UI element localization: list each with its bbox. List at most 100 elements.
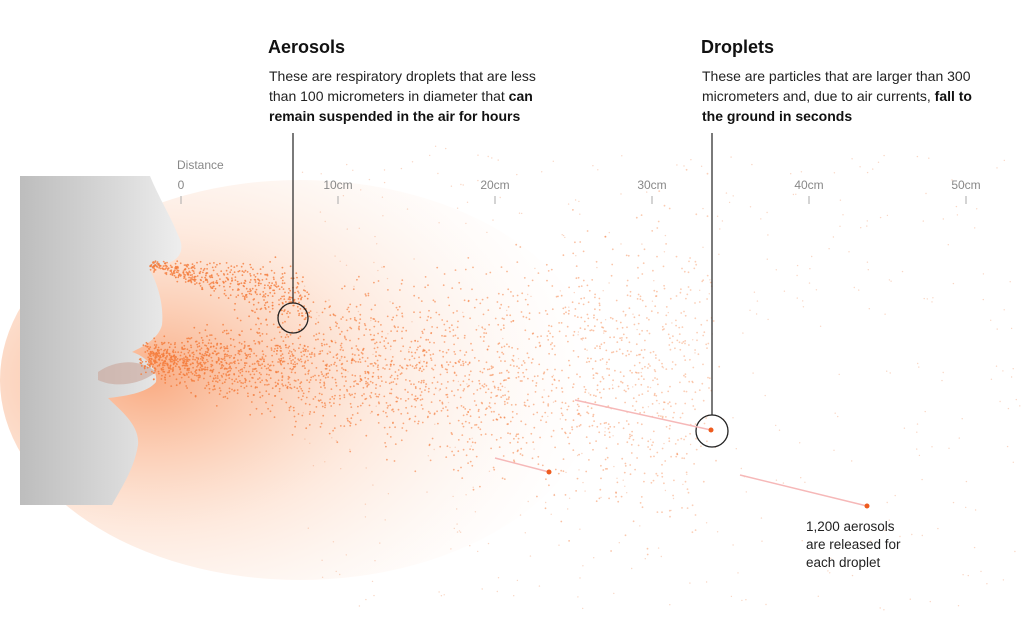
aerosol — [349, 317, 352, 320]
aerosol — [608, 431, 611, 434]
aerosol — [367, 365, 369, 367]
aerosol — [427, 455, 429, 457]
aerosol — [414, 406, 417, 408]
aerosol — [281, 279, 284, 282]
aerosol — [371, 580, 374, 583]
aerosol — [474, 441, 477, 444]
aerosol — [654, 354, 657, 356]
aerosol — [524, 532, 526, 534]
aerosol — [683, 374, 685, 377]
aerosol — [274, 344, 277, 347]
aerosol — [409, 417, 411, 420]
aerosol — [230, 269, 233, 271]
aerosol — [210, 363, 213, 366]
aerosol — [591, 279, 594, 281]
aerosol — [233, 356, 236, 359]
aerosol — [271, 387, 274, 390]
aerosol — [380, 375, 383, 378]
aerosol — [629, 433, 631, 436]
aerosol — [749, 206, 752, 208]
aerosol — [334, 255, 336, 257]
aerosol — [181, 358, 184, 360]
aerosol — [611, 384, 614, 386]
aerosol — [443, 335, 446, 337]
aerosol — [405, 379, 407, 381]
aerosol — [588, 392, 590, 394]
aerosol — [389, 365, 392, 367]
aerosol — [249, 288, 252, 291]
aerosol — [231, 388, 233, 391]
aerosol — [632, 313, 634, 315]
aerosol — [888, 545, 891, 548]
aerosol — [674, 363, 677, 366]
aerosol — [341, 375, 344, 378]
aerosol — [351, 414, 354, 416]
aerosol — [188, 369, 190, 372]
aerosol — [395, 396, 398, 399]
aerosol — [156, 350, 159, 352]
aerosol — [701, 382, 704, 385]
aerosol — [579, 327, 582, 329]
aerosol — [562, 234, 565, 237]
aerosol — [630, 350, 632, 353]
aerosol — [630, 452, 633, 454]
aerosol — [636, 298, 639, 300]
aerosol — [278, 326, 280, 329]
aerosol — [190, 344, 192, 347]
aerosol — [396, 374, 399, 377]
aerosol — [253, 362, 256, 365]
aerosol — [684, 342, 686, 345]
aerosol — [340, 318, 343, 320]
aerosol — [413, 367, 416, 370]
aerosol — [503, 345, 506, 348]
aerosol — [656, 378, 659, 380]
aerosol — [243, 282, 246, 285]
aerosol — [226, 345, 229, 347]
aerosol — [289, 405, 292, 408]
aerosol — [668, 401, 671, 404]
aerosol — [429, 459, 432, 462]
aerosol — [202, 269, 205, 272]
aerosol — [462, 360, 464, 363]
aerosol — [451, 324, 453, 327]
aerosol — [245, 287, 248, 290]
aerosol — [643, 248, 646, 251]
aerosol — [434, 145, 437, 147]
aerosol — [641, 273, 644, 275]
aerosol — [358, 322, 361, 324]
aerosol — [287, 335, 290, 338]
aerosol — [235, 296, 238, 298]
aerosol — [297, 396, 300, 399]
aerosol — [155, 344, 158, 346]
aerosol — [684, 373, 687, 376]
aerosol — [1014, 550, 1016, 553]
aerosol — [603, 330, 606, 332]
aerosol — [229, 285, 231, 288]
aerosol — [606, 468, 608, 470]
aerosol — [640, 371, 642, 374]
aerosol — [184, 281, 187, 283]
aerosol — [550, 325, 553, 328]
aerosol — [637, 277, 640, 279]
aerosol — [662, 408, 665, 411]
aerosol — [916, 431, 918, 433]
aerosol — [586, 349, 588, 351]
aerosol — [186, 340, 189, 343]
aerosol — [154, 367, 156, 370]
aerosol — [409, 364, 412, 366]
aerosol — [715, 459, 717, 462]
aerosol — [349, 422, 352, 425]
aerosol — [626, 384, 629, 387]
aerosol — [158, 352, 161, 355]
aerosol — [193, 280, 196, 282]
aerosol — [150, 358, 153, 361]
aerosol — [182, 362, 185, 364]
aerosol — [587, 317, 590, 320]
aerosol — [375, 355, 377, 358]
aerosol — [325, 367, 328, 370]
aerosol — [604, 427, 606, 429]
aerosol — [212, 345, 215, 348]
aerosol — [289, 355, 292, 357]
aerosol — [191, 352, 194, 354]
aerosol — [572, 209, 574, 211]
